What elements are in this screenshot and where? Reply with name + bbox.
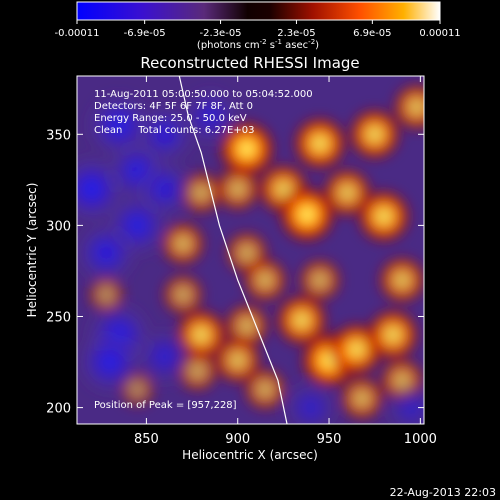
emission-blob bbox=[291, 114, 349, 173]
colorbar-tick-label: -0.00011 bbox=[55, 28, 100, 39]
chart-title: Reconstructed RHESSI Image bbox=[140, 54, 359, 72]
colorbar: -0.00011 -6.9e-05 -2.3e-05 2.3e-05 6.9e-05 0.… bbox=[55, 1, 461, 51]
heatmap bbox=[77, 76, 424, 424]
emission-blob bbox=[158, 219, 208, 269]
colorbar-tick-label: 6.9e-05 bbox=[353, 28, 391, 39]
time-range-text: 11-Aug-2011 05:00:50.000 to 05:04:52.000 bbox=[94, 89, 313, 100]
negative-blob bbox=[181, 87, 240, 146]
emission-blob bbox=[355, 187, 413, 245]
x-tick-label: 900 bbox=[225, 432, 250, 447]
y-axis-label: Heliocentric Y (arcsec) bbox=[25, 183, 39, 318]
y-tick-label: 300 bbox=[46, 219, 71, 234]
emission-blob bbox=[241, 365, 289, 414]
colorbar-tick-label: 2.3e-05 bbox=[277, 28, 315, 39]
colorbar-tick-label: -2.3e-05 bbox=[200, 28, 242, 39]
heatmap-blobs bbox=[77, 81, 424, 424]
y-tick-label: 250 bbox=[46, 311, 71, 326]
emission-blob bbox=[277, 184, 338, 245]
emission-blob bbox=[365, 306, 421, 363]
plot-timestamp: 22-Aug-2013 22:03 bbox=[390, 486, 496, 499]
x-axis: 850 900 950 1000 bbox=[134, 76, 437, 447]
peak-position-text: Position of Peak = [957,228] bbox=[94, 400, 237, 411]
emission-blob bbox=[346, 106, 403, 163]
emission-blob bbox=[390, 81, 424, 133]
negative-blob bbox=[283, 380, 339, 424]
colorbar-gradient bbox=[76, 1, 441, 21]
emission-blob bbox=[296, 256, 344, 304]
x-tick-label: 950 bbox=[317, 432, 342, 447]
emission-blob bbox=[213, 164, 263, 214]
colorbar-tick-label: 0.00011 bbox=[419, 28, 460, 39]
detectors-text: Detectors: 4F 5F 6F 7F 8F, Att 0 bbox=[94, 101, 253, 112]
negative-blob bbox=[85, 91, 153, 159]
emission-blob bbox=[159, 271, 206, 318]
emission-blob bbox=[376, 254, 424, 306]
y-tick-label: 350 bbox=[46, 128, 71, 143]
x-tick-label: 1000 bbox=[404, 432, 437, 447]
colorbar-ticks: -0.00011 -6.9e-05 -2.3e-05 2.3e-05 6.9e-05 0.… bbox=[55, 20, 461, 39]
negative-blob bbox=[77, 328, 144, 396]
negative-blob bbox=[135, 327, 194, 386]
y-axis: 200 250 300 350 bbox=[46, 128, 424, 417]
clean-total-counts-text: Clean Total counts: 6.27E+03 bbox=[94, 125, 254, 136]
emission-blob bbox=[240, 255, 290, 305]
y-tick-label: 200 bbox=[46, 402, 71, 417]
x-axis-label: Heliocentric X (arcsec) bbox=[182, 448, 318, 462]
emission-blob bbox=[337, 374, 387, 423]
colorbar-units: (photons cm-2 s-1 asec-2) bbox=[197, 38, 319, 51]
negative-blob bbox=[77, 220, 139, 285]
colorbar-tick-label: -6.9e-05 bbox=[124, 28, 166, 39]
plot-frame bbox=[76, 75, 425, 425]
x-tick-label: 850 bbox=[134, 432, 159, 447]
solar-limb-line bbox=[178, 76, 288, 424]
negative-blob bbox=[384, 380, 424, 424]
observation-info: 11-Aug-2011 05:00:50.000 to 05:04:52.000… bbox=[94, 89, 313, 136]
energy-range-text: Energy Range: 25.0 - 50.0 keV bbox=[94, 113, 247, 124]
